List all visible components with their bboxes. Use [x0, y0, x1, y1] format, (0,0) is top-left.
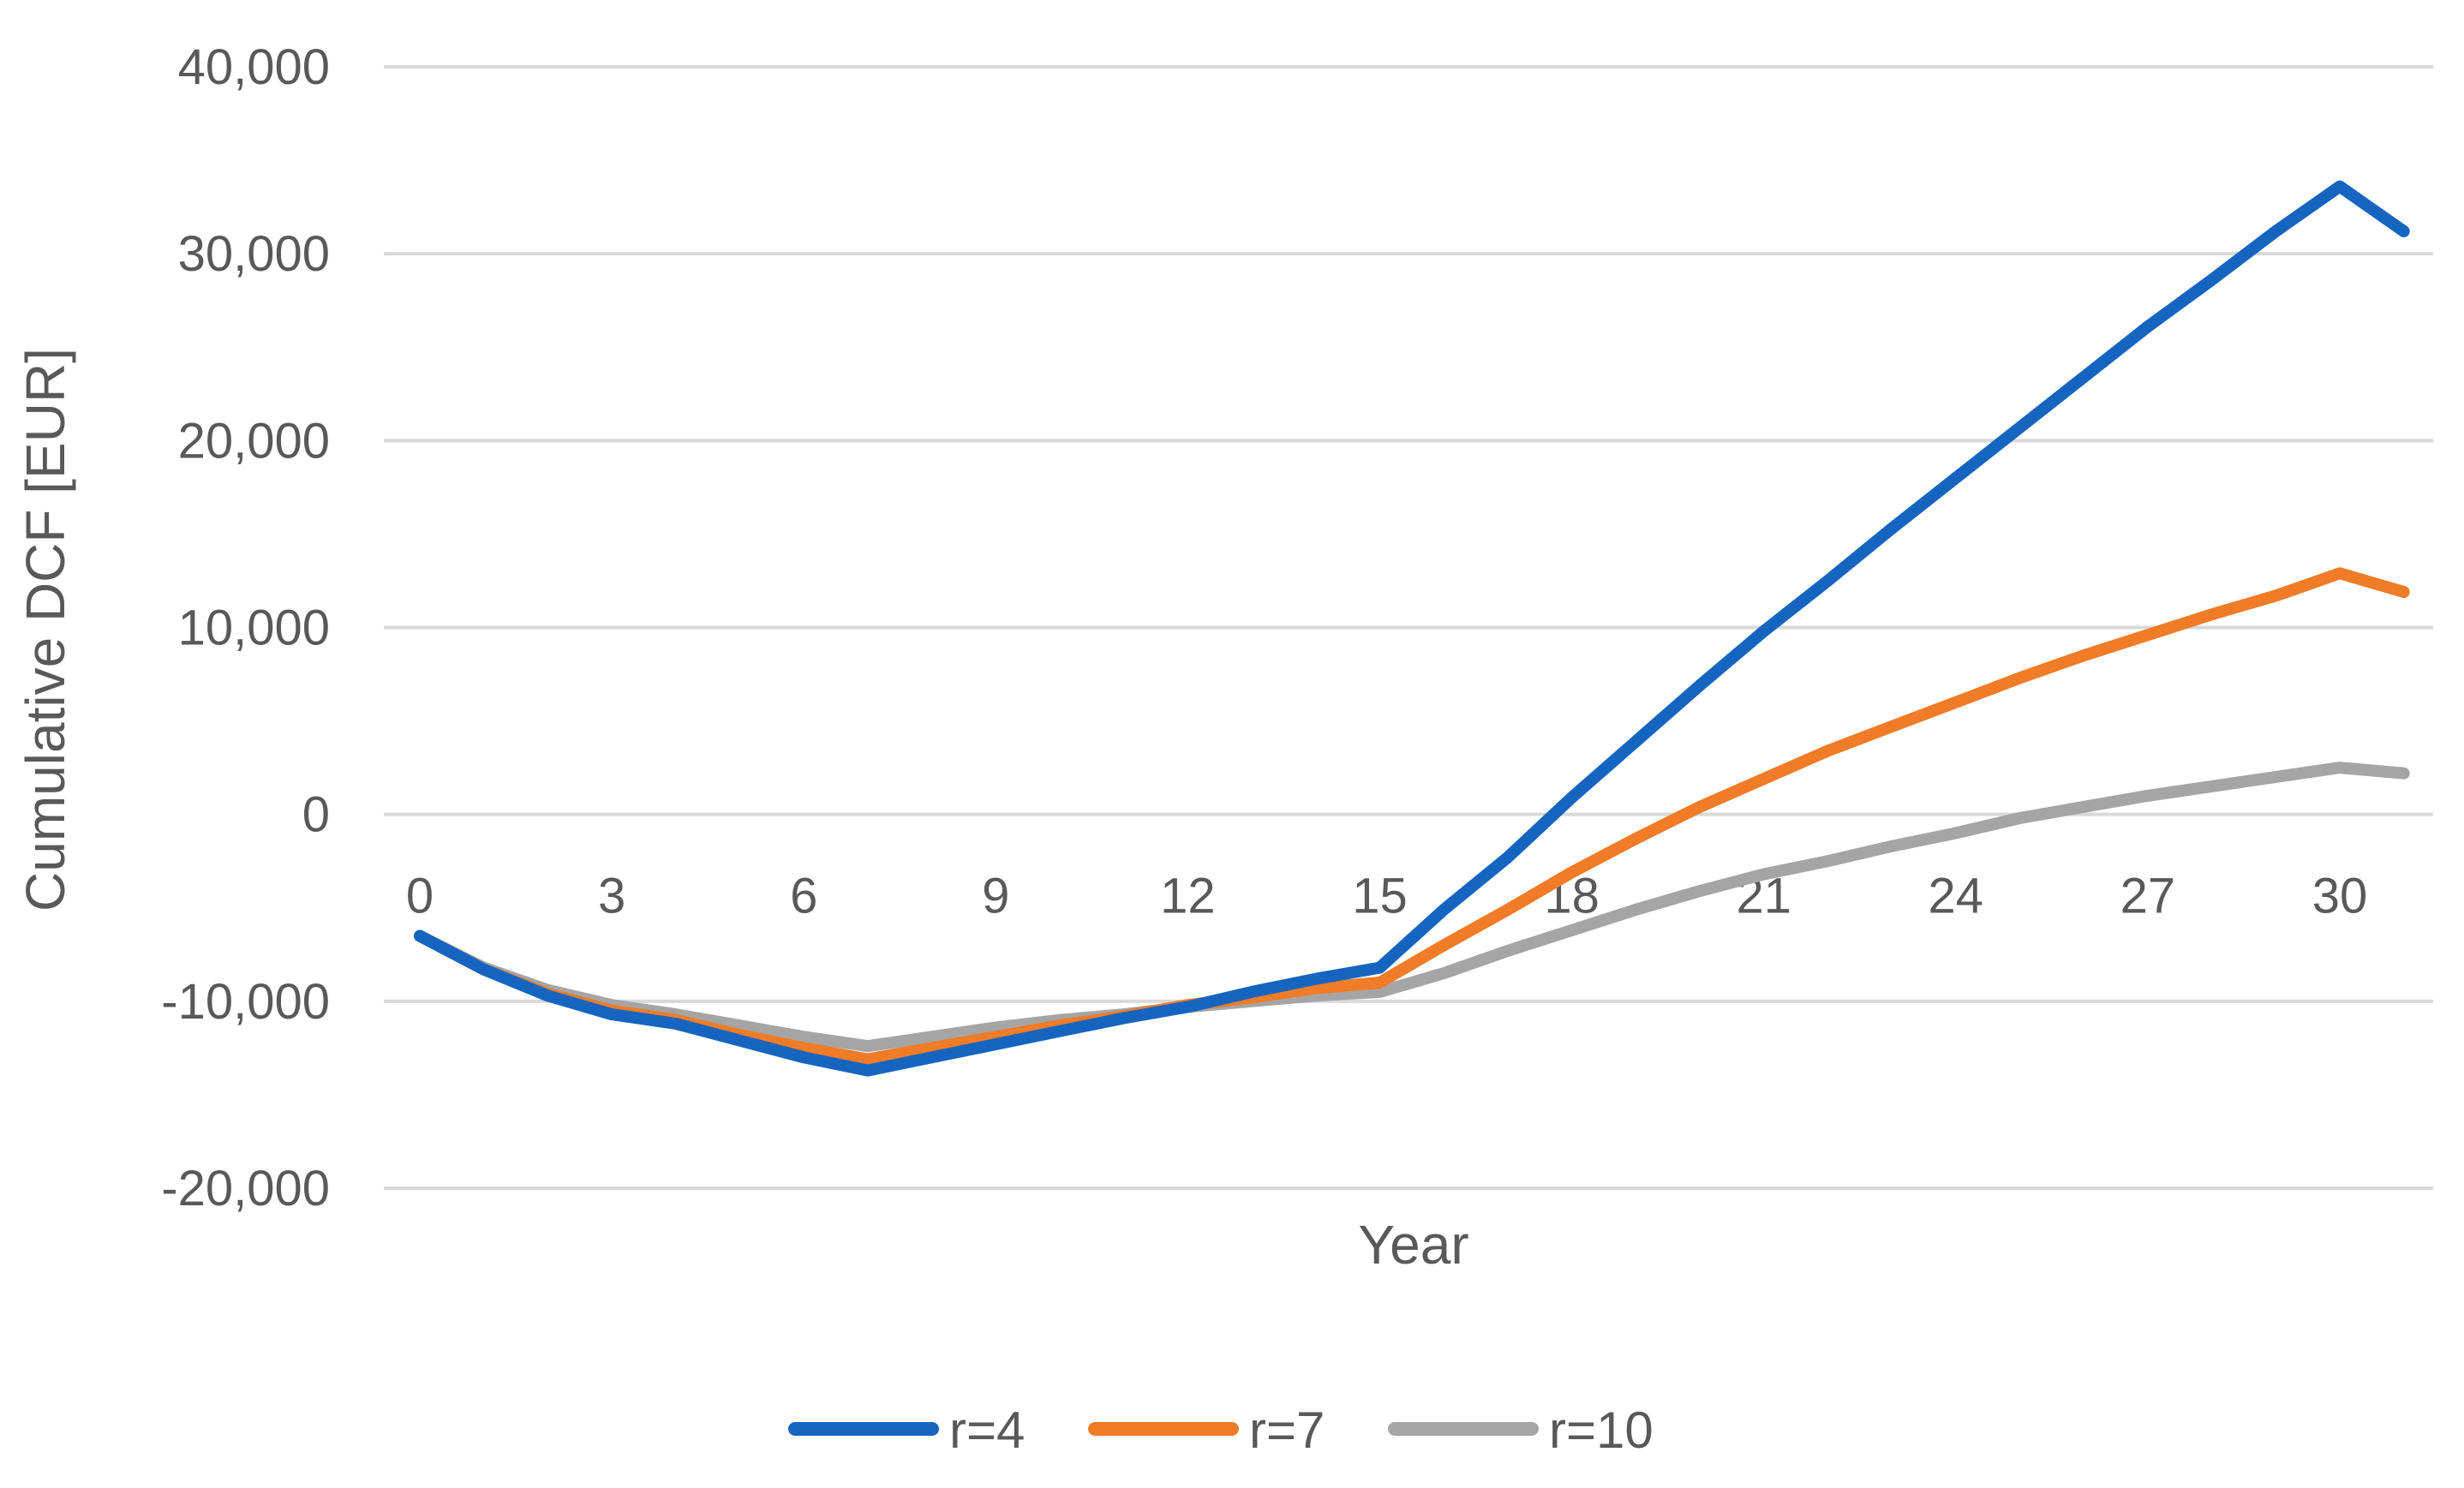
x-tick-label: 15 [1352, 869, 1408, 924]
legend: r=4 r=7 r=10 [788, 1401, 1654, 1459]
gridlines [384, 65, 2433, 1190]
x-tick-label: 12 [1160, 869, 1216, 924]
y-tick-label: 30,000 [178, 226, 330, 282]
x-tick-label: 24 [1929, 869, 1984, 924]
series-lines [414, 180, 2410, 1077]
series-line-r-4 [414, 180, 2410, 1077]
x-tick-label: 0 [406, 869, 434, 924]
y-tick-label: 20,000 [178, 413, 330, 469]
x-tick-label: 9 [982, 869, 1009, 924]
legend-label: r=7 [1249, 1401, 1325, 1459]
y-tick-label: -10,000 [161, 974, 330, 1030]
x-tick-label: 3 [598, 869, 625, 924]
x-tick-label: 30 [2312, 869, 2368, 924]
series-line-r-10 [414, 762, 2410, 1053]
x-axis-ticks: 0 3 6 9 12 15 18 21 24 27 30 [406, 869, 2367, 924]
y-tick-label: 0 [302, 787, 330, 843]
y-tick-label: 40,000 [178, 39, 330, 95]
y-axis-ticks: -20,000 -10,000 0 10,000 20,000 30,000 40,000 [161, 39, 330, 1216]
y-axis-title: Cumulative DCF [EUR] [15, 348, 76, 911]
x-tick-label: 27 [2120, 869, 2176, 924]
legend-label: r=10 [1549, 1401, 1654, 1459]
x-axis-title: Year [1358, 1214, 1468, 1276]
y-tick-label: 10,000 [178, 601, 330, 656]
x-tick-label: 6 [790, 869, 817, 924]
y-tick-label: -20,000 [161, 1161, 330, 1216]
legend-label: r=4 [949, 1401, 1025, 1459]
